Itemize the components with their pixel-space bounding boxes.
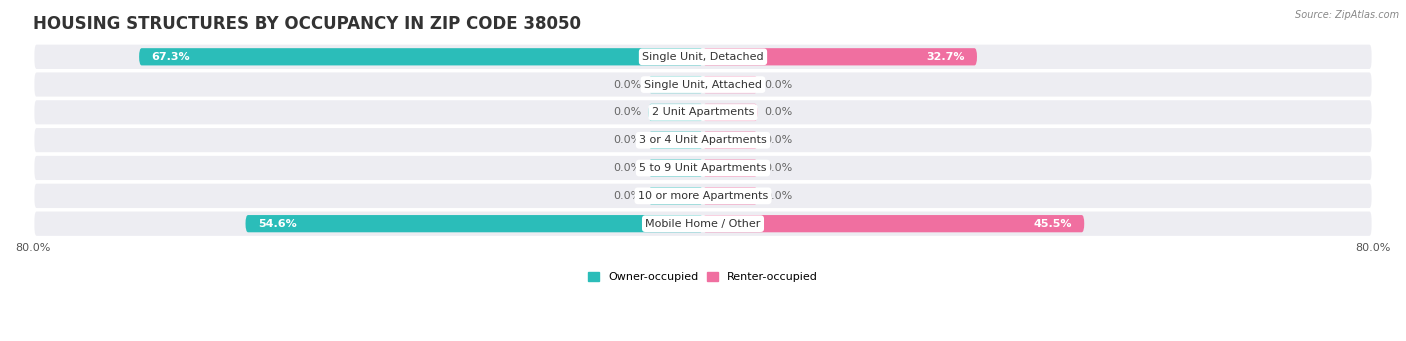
FancyBboxPatch shape [703,187,758,205]
Text: 0.0%: 0.0% [765,163,793,173]
Text: Single Unit, Detached: Single Unit, Detached [643,52,763,62]
FancyBboxPatch shape [648,104,703,121]
FancyBboxPatch shape [139,48,703,65]
Text: Source: ZipAtlas.com: Source: ZipAtlas.com [1295,10,1399,20]
FancyBboxPatch shape [32,182,1374,210]
Text: HOUSING STRUCTURES BY OCCUPANCY IN ZIP CODE 38050: HOUSING STRUCTURES BY OCCUPANCY IN ZIP C… [32,15,581,33]
Text: 67.3%: 67.3% [152,52,190,62]
Text: 45.5%: 45.5% [1033,219,1071,229]
FancyBboxPatch shape [703,76,758,93]
FancyBboxPatch shape [648,132,703,149]
FancyBboxPatch shape [32,210,1374,238]
Text: 0.0%: 0.0% [613,107,641,117]
Text: 0.0%: 0.0% [613,135,641,145]
FancyBboxPatch shape [32,43,1374,71]
Text: 0.0%: 0.0% [613,163,641,173]
Text: 54.6%: 54.6% [259,219,297,229]
Text: 10 or more Apartments: 10 or more Apartments [638,191,768,201]
Text: 0.0%: 0.0% [765,191,793,201]
Text: 3 or 4 Unit Apartments: 3 or 4 Unit Apartments [640,135,766,145]
Text: 2 Unit Apartments: 2 Unit Apartments [652,107,754,117]
FancyBboxPatch shape [703,48,977,65]
Text: Single Unit, Attached: Single Unit, Attached [644,79,762,90]
Text: 0.0%: 0.0% [613,191,641,201]
Text: 5 to 9 Unit Apartments: 5 to 9 Unit Apartments [640,163,766,173]
Text: 0.0%: 0.0% [765,79,793,90]
Legend: Owner-occupied, Renter-occupied: Owner-occupied, Renter-occupied [583,267,823,286]
FancyBboxPatch shape [648,76,703,93]
FancyBboxPatch shape [703,104,758,121]
FancyBboxPatch shape [32,71,1374,99]
FancyBboxPatch shape [703,160,758,177]
FancyBboxPatch shape [648,187,703,205]
FancyBboxPatch shape [32,126,1374,154]
FancyBboxPatch shape [703,132,758,149]
FancyBboxPatch shape [32,99,1374,126]
Text: 0.0%: 0.0% [765,135,793,145]
FancyBboxPatch shape [32,154,1374,182]
FancyBboxPatch shape [246,215,703,232]
Text: 0.0%: 0.0% [765,107,793,117]
FancyBboxPatch shape [703,215,1084,232]
Text: 32.7%: 32.7% [927,52,965,62]
FancyBboxPatch shape [648,160,703,177]
Text: Mobile Home / Other: Mobile Home / Other [645,219,761,229]
Text: 0.0%: 0.0% [613,79,641,90]
